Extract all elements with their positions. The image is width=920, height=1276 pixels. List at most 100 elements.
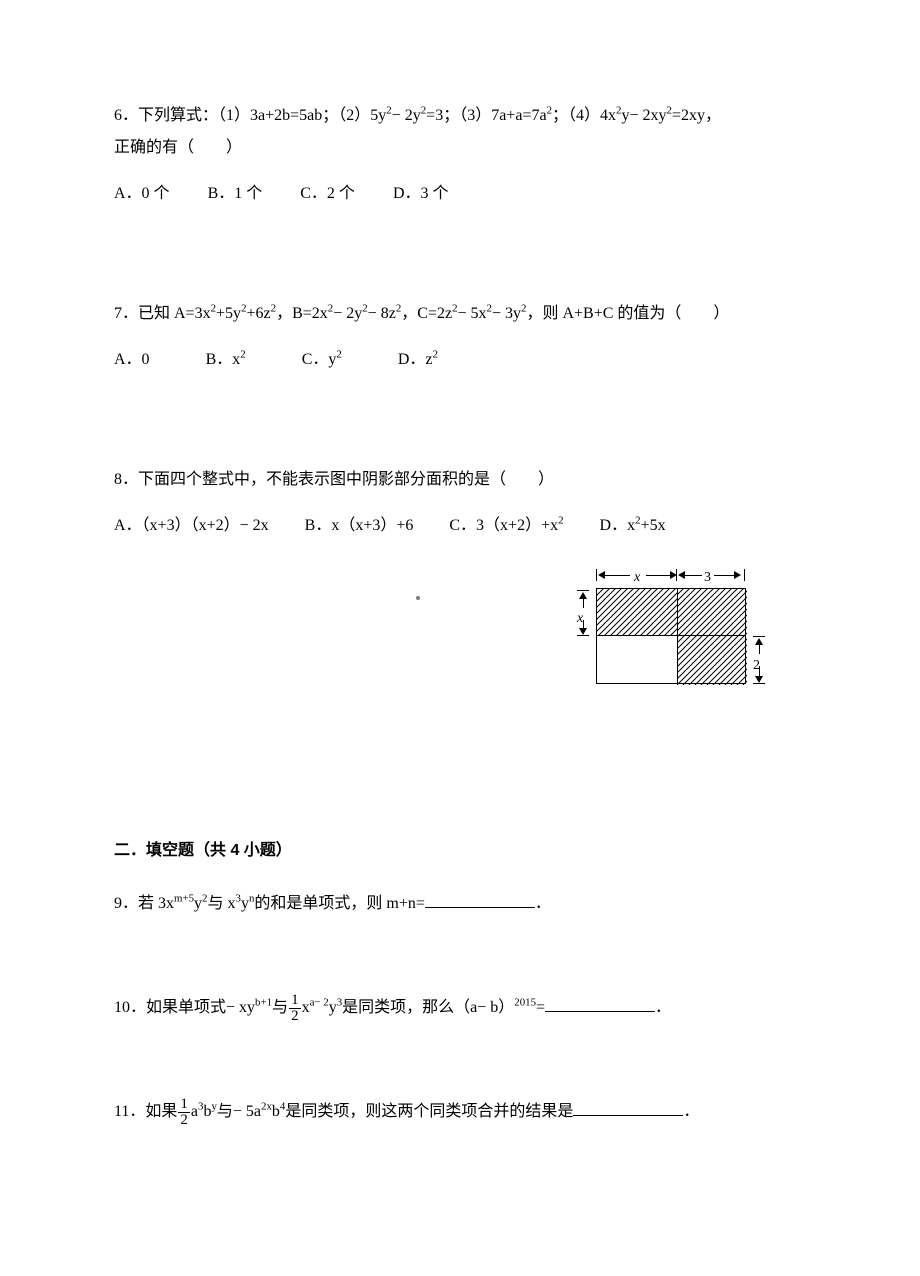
q7-opt-d[interactable]: D．z2 — [398, 344, 438, 376]
text: 正确的有（ ） — [114, 139, 242, 156]
text: 7．已知 A=3x — [114, 305, 211, 322]
blank-input[interactable] — [573, 1100, 683, 1116]
text: 3y — [505, 305, 521, 322]
text: y — [329, 999, 337, 1016]
fraction-half: 12 — [178, 1097, 190, 1128]
dim-top: x 3 — [596, 566, 746, 584]
grid-v — [677, 589, 678, 683]
exp: 2 — [558, 515, 563, 527]
text: 的和是单项式，则 m+n= — [254, 895, 425, 912]
text: +6z — [247, 305, 271, 322]
minus: − — [492, 305, 501, 322]
question-7: 7．已知 A=3x2+5y2+6z2，B=2x2− 2y2− 8z2，C=2z2… — [114, 298, 806, 376]
text: 2y — [405, 107, 421, 124]
question-10: 10．如果单项式− xyb+1与12xa− 2y3是同类项，那么（a− b）20… — [114, 992, 806, 1024]
text: 11．如果 — [114, 1103, 177, 1120]
text: y — [194, 895, 202, 912]
text: +5x — [641, 517, 666, 534]
question-6: 6．下列算式：（1）3a+2b=5ab；（2）5y2− 2y2=3；（3）7a+… — [114, 100, 806, 210]
text: x — [302, 999, 310, 1016]
exp: 2x — [261, 1101, 272, 1113]
grid-h — [597, 635, 745, 636]
text: ． — [655, 999, 671, 1016]
text: =2xy， — [672, 107, 721, 124]
text: 6．下列算式：（1）3a+2b=5ab；（2）5y — [114, 107, 386, 124]
q8-diagram: x 3 x — [574, 566, 784, 726]
hatch-top-left — [597, 589, 677, 635]
exp: m+5 — [174, 893, 194, 905]
text: D．x — [600, 517, 636, 534]
text: b — [272, 1103, 280, 1120]
question-11: 11．如果12a3by与− 5a2xb4是同类项，则这两个同类项合并的结果是． — [114, 1096, 806, 1128]
text: 9．若 3x — [114, 895, 174, 912]
q6-opt-c[interactable]: C．2 个 — [300, 178, 355, 210]
text: ． — [683, 1103, 699, 1120]
text: 与− 5a — [217, 1103, 261, 1120]
text: D．z — [398, 351, 433, 368]
hatch-right — [677, 589, 747, 685]
section-2-header: 二．填空题（共 4 小题） — [114, 836, 806, 860]
exp: a− 2 — [310, 997, 329, 1009]
exp: b+1 — [255, 997, 272, 1009]
text: ，B=2x — [276, 305, 328, 322]
minus: − — [333, 305, 342, 322]
q6-opt-d[interactable]: D．3 个 — [393, 178, 449, 210]
text: 10．如果单项式− xy — [114, 999, 255, 1016]
question-9: 9．若 3xm+5y2与 x3yn的和是单项式，则 m+n=． — [114, 888, 806, 920]
numerator: 1 — [178, 1097, 190, 1112]
q8-options: A．（x+3）（x+2）− 2x B．x（x+3）+6 C．3（x+2）+x2 … — [114, 510, 806, 542]
q6-options: A．0 个 B．1 个 C．2 个 D．3 个 — [114, 178, 806, 210]
text: 2y — [346, 305, 362, 322]
exp: 2 — [432, 349, 437, 361]
text: a — [191, 1103, 198, 1120]
text: 2xy — [642, 107, 666, 124]
minus: − — [392, 107, 401, 124]
blank-input[interactable] — [545, 996, 655, 1012]
exp: 2 — [336, 349, 341, 361]
text: ，则 A+B+C 的值为（ ） — [526, 305, 729, 322]
q8-opt-a[interactable]: A．（x+3）（x+2）− 2x — [114, 510, 269, 542]
blank-input[interactable] — [425, 892, 535, 908]
minus: − — [458, 305, 467, 322]
q6-stem: 6．下列算式：（1）3a+2b=5ab；（2）5y2− 2y2=3；（3）7a+… — [114, 100, 806, 164]
text: C．3（x+2）+x — [449, 517, 558, 534]
text: 5x — [471, 305, 487, 322]
text: +5y — [216, 305, 241, 322]
fraction-half: 12 — [289, 993, 301, 1024]
text: ． — [535, 895, 551, 912]
dim-right: 2 — [750, 636, 768, 686]
q8-opt-c[interactable]: C．3（x+2）+x2 — [449, 510, 563, 542]
text: 与 — [272, 999, 288, 1016]
text: = — [536, 999, 545, 1016]
q8-opt-b[interactable]: B．x（x+3）+6 — [305, 510, 414, 542]
q6-opt-a[interactable]: A．0 个 — [114, 178, 170, 210]
exp: 2 — [240, 349, 245, 361]
text: ；（4）4x — [552, 107, 616, 124]
q6-opt-b[interactable]: B．1 个 — [208, 178, 263, 210]
dim-left: x — [574, 590, 592, 636]
text: 是同类项，那么（a− b） — [342, 999, 514, 1016]
text: y− — [621, 107, 638, 124]
numerator: 1 — [289, 993, 301, 1008]
q7-options: A．0 B．x2 C．y2 D．z2 — [114, 344, 806, 376]
text: =3；（3）7a+a=7a — [426, 107, 546, 124]
page: 6．下列算式：（1）3a+2b=5ab；（2）5y2− 2y2=3；（3）7a+… — [0, 0, 920, 1276]
denominator: 2 — [289, 1008, 301, 1024]
q7-opt-a[interactable]: A．0 — [114, 344, 150, 376]
text: C．y — [302, 351, 337, 368]
text: B．x — [206, 351, 241, 368]
text: 8z — [381, 305, 396, 322]
q8-stem: 8．下面四个整式中，不能表示图中阴影部分面积的是（ ） — [114, 464, 806, 496]
minus: − — [368, 305, 377, 322]
q7-stem: 7．已知 A=3x2+5y2+6z2，B=2x2− 2y2− 8z2，C=2z2… — [114, 298, 806, 330]
q8-opt-d[interactable]: D．x2+5x — [600, 510, 666, 542]
q7-opt-b[interactable]: B．x2 — [206, 344, 246, 376]
text: ，C=2z — [401, 305, 452, 322]
center-marker-icon — [416, 596, 420, 600]
denominator: 2 — [178, 1112, 190, 1128]
square-outer — [596, 588, 746, 684]
q7-opt-c[interactable]: C．y2 — [302, 344, 342, 376]
text: 是同类项，则这两个同类项合并的结果是 — [285, 1103, 573, 1120]
text: 与 x — [207, 895, 235, 912]
exp: 2015 — [514, 997, 536, 1009]
